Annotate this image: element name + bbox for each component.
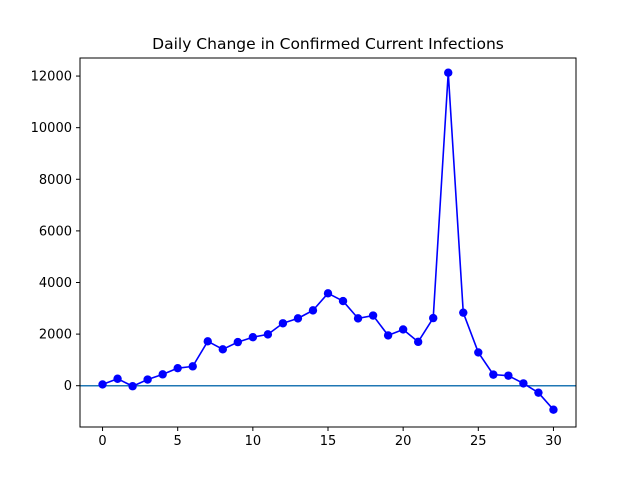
data-point <box>158 370 167 379</box>
data-point <box>368 311 378 320</box>
data-point <box>143 375 152 384</box>
data-point <box>278 319 288 328</box>
data-point <box>188 362 197 371</box>
data-point <box>444 68 453 77</box>
x-tick-label: 10 <box>245 434 262 449</box>
series-layer <box>98 68 558 414</box>
x-tick-label: 20 <box>395 434 412 449</box>
data-point <box>549 405 558 414</box>
data-point <box>203 337 212 346</box>
y-tick-label: 0 <box>64 379 72 394</box>
data-point <box>398 325 408 334</box>
data-point <box>353 314 363 323</box>
y-tick-label: 2000 <box>39 328 72 343</box>
data-point <box>504 371 513 380</box>
data-point <box>308 306 318 315</box>
y-tick-label: 12000 <box>31 70 72 85</box>
data-point <box>173 363 182 373</box>
data-point <box>113 374 122 383</box>
y-tick-label: 10000 <box>31 121 72 136</box>
data-point <box>338 296 348 306</box>
x-tick-label: 5 <box>174 434 182 449</box>
data-point <box>248 333 258 342</box>
data-point <box>98 380 107 389</box>
y-tick-label: 8000 <box>39 173 72 188</box>
x-tick-label: 25 <box>470 434 487 449</box>
data-point <box>519 379 528 388</box>
data-point <box>474 348 483 357</box>
data-point <box>263 330 273 339</box>
data-point <box>429 313 438 323</box>
data-point <box>233 337 243 347</box>
x-tick-label: 30 <box>545 434 562 449</box>
data-point <box>293 314 303 323</box>
data-point <box>459 308 468 317</box>
axes-layer: 0 5 10 15 20 25 30 0 2000 4000 6000 8000 10000 12000 <box>31 57 577 449</box>
x-tick-label: 15 <box>320 434 337 449</box>
y-tick-label: 4000 <box>39 276 72 291</box>
data-point <box>218 345 227 354</box>
data-point <box>489 370 498 379</box>
data-point <box>534 388 543 397</box>
data-point <box>383 331 393 340</box>
y-tick-label: 6000 <box>39 224 72 239</box>
data-point <box>413 337 423 347</box>
data-point <box>323 289 333 298</box>
chart-title: Daily Change in Confirmed Current Infect… <box>152 35 504 53</box>
x-tick-label: 0 <box>98 434 106 449</box>
data-point <box>128 382 137 391</box>
